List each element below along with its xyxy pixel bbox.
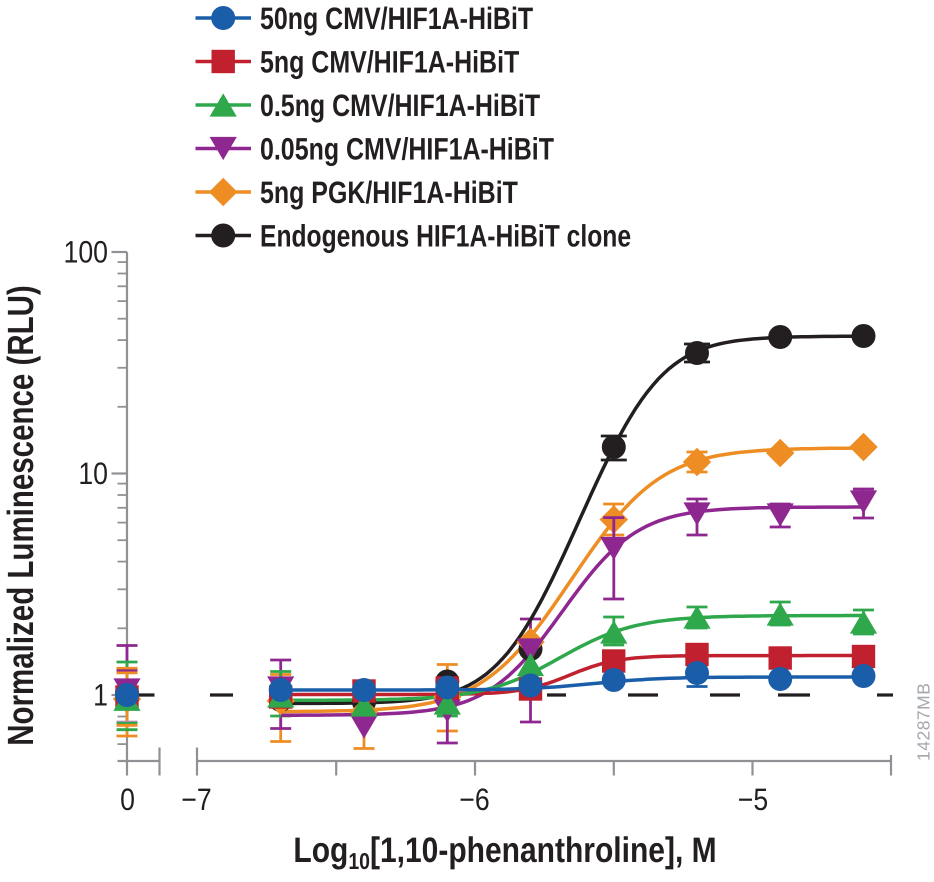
svg-text:0.5ng CMV/HIF1A-HiBiT: 0.5ng CMV/HIF1A-HiBiT	[260, 88, 540, 123]
svg-text:−7: −7	[181, 782, 211, 817]
svg-text:10: 10	[78, 456, 108, 491]
svg-text:1: 1	[93, 678, 108, 713]
svg-text:14287MB: 14287MB	[914, 683, 934, 761]
svg-text:Log10[1,10-phenanthroline], M: Log10[1,10-phenanthroline], M	[293, 830, 716, 874]
svg-text:−6: −6	[459, 782, 489, 817]
svg-text:5ng PGK/HIF1A-HiBiT: 5ng PGK/HIF1A-HiBiT	[260, 175, 518, 210]
svg-text:Endogenous HIF1A-HiBiT clone: Endogenous HIF1A-HiBiT clone	[260, 219, 631, 254]
svg-text:5ng CMV/HIF1A-HiBiT: 5ng CMV/HIF1A-HiBiT	[260, 45, 519, 80]
svg-text:−5: −5	[738, 782, 768, 817]
svg-text:0.05ng CMV/HIF1A-HiBiT: 0.05ng CMV/HIF1A-HiBiT	[260, 132, 554, 167]
svg-text:0: 0	[120, 782, 135, 817]
svg-text:100: 100	[64, 235, 108, 270]
svg-text:50ng CMV/HIF1A-HiBiT: 50ng CMV/HIF1A-HiBiT	[260, 1, 533, 36]
svg-text:Normalized Luminescence (RLU): Normalized Luminescence (RLU)	[0, 285, 41, 745]
